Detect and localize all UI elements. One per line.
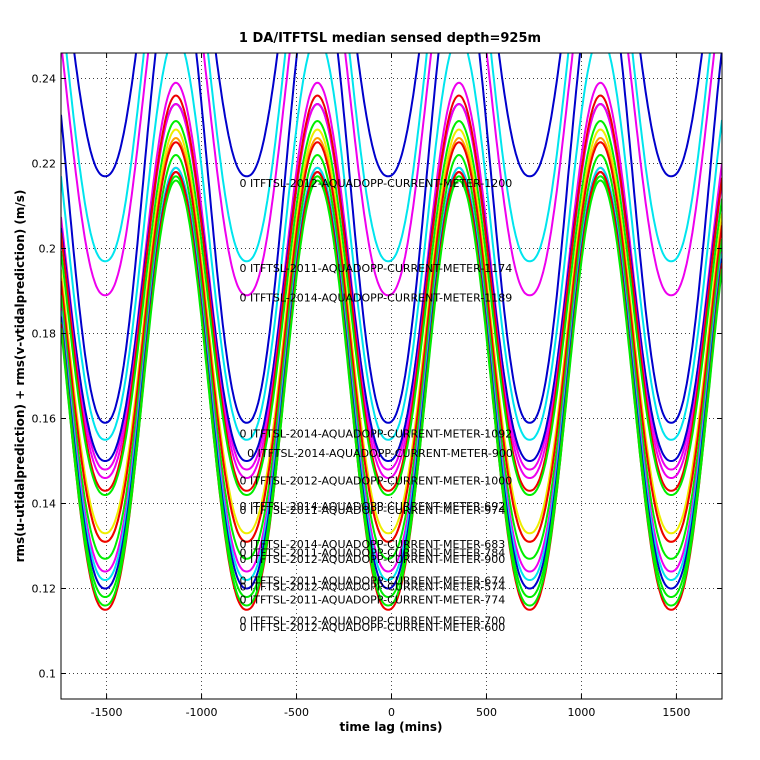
series-line-upper	[61, 53, 716, 297]
series-annotation: 0 ITFTSL-2012-AQUADOPP-CURRENT-METER-120…	[240, 177, 513, 190]
series-annotation: 0 ITFTSL-2011-AQUADOPP-CURRENT-METER-784	[240, 547, 506, 560]
series-line	[61, 53, 722, 441]
y-axis-label: rms(u-utidalprediction) + rms(v-vtidalpr…	[13, 190, 27, 563]
series-annotation: 0 ITFTSL-2014-AQUADOPP-CURRENT-METER-692	[240, 500, 506, 513]
series-annotation: 0 ITFTSL-2012-AQUADOPP-CURRENT-METER-900	[240, 553, 506, 566]
y-tick-label: 0.16	[32, 413, 57, 426]
y-tick-label: 0.18	[32, 328, 57, 341]
series-line	[61, 94, 722, 492]
series-annotation: 0 ITFTSL-2014-AQUADOPP-CURRENT-METER-683	[240, 538, 506, 551]
series-annotation: 0 ITFTSL-2012-AQUADOPP-CURRENT-METER-600	[240, 621, 506, 634]
series-annotation: 0 ITFTSL-2012-AQUADOPP-CURRENT-METER-574	[240, 581, 506, 594]
series-layer	[61, 53, 722, 611]
x-tick-label: 500	[476, 706, 497, 719]
y-tick-label: 0.22	[32, 158, 57, 171]
series-line	[61, 53, 722, 424]
tick-layer: -1500 -1000 -500 0 500 1000 1500 0.1 0.12 0.14 0.1…	[32, 53, 722, 719]
series-annotation: 0 ITFTSL-2014-AQUADOPP-CURRENT-METER-118…	[240, 292, 513, 305]
x-tick-label: 1000	[567, 706, 595, 719]
y-tick-label: 0.14	[32, 498, 57, 511]
chart-title: 1 DA/ITFTSL median sensed depth=925m	[239, 31, 541, 46]
series-annotation: 0 ITFTSL-2011-AQUADOPP-CURRENT-METER-974	[240, 504, 506, 517]
series-annotation: 0 ITFTSL-2014-AQUADOPP-CURRENT-METER-109…	[240, 428, 513, 441]
x-axis-label: time lag (mins)	[340, 720, 443, 734]
x-tick-label: -1000	[186, 706, 218, 719]
series-line	[61, 179, 722, 607]
x-tick-label: 1500	[662, 706, 690, 719]
series-line	[61, 153, 722, 560]
series-annotation: 0 ITFTSL-2014-AQUADOPP-CURRENT-METER-900	[247, 447, 513, 460]
series-annotation: 0 ITFTSL-2012-AQUADOPP-CURRENT-METER-100…	[240, 474, 513, 487]
series-line	[61, 81, 722, 471]
x-tick-label: 0	[388, 706, 395, 719]
series-line-upper	[65, 53, 711, 263]
x-tick-label: -500	[284, 706, 309, 719]
annotation-layer: 0 ITFTSL-2012-AQUADOPP-CURRENT-METER-120…	[240, 177, 513, 634]
series-line	[61, 170, 722, 611]
x-tick-label: -1500	[91, 706, 123, 719]
series-line	[61, 119, 722, 497]
series-annotation: 0 ITFTSL-2011-AQUADOPP-CURRENT-METER-774	[240, 593, 506, 606]
y-tick-label: 0.2	[39, 243, 57, 256]
series-annotation: 0 ITFTSL-2012-AQUADOPP-CURRENT-METER-700	[240, 615, 506, 628]
y-tick-label: 0.12	[32, 583, 57, 596]
series-line	[61, 141, 722, 543]
y-tick-label: 0.24	[32, 73, 57, 86]
series-annotation: 0 ITFTSL-2011-AQUADOPP-CURRENT-METER-674	[240, 574, 506, 587]
series-line	[61, 102, 722, 480]
series-line	[61, 128, 722, 535]
series-annotation: 0 ITFTSL-2011-AQUADOPP-CURRENT-METER-117…	[240, 262, 513, 275]
series-line-upper	[73, 53, 704, 178]
y-tick-label: 0.1	[39, 668, 57, 681]
